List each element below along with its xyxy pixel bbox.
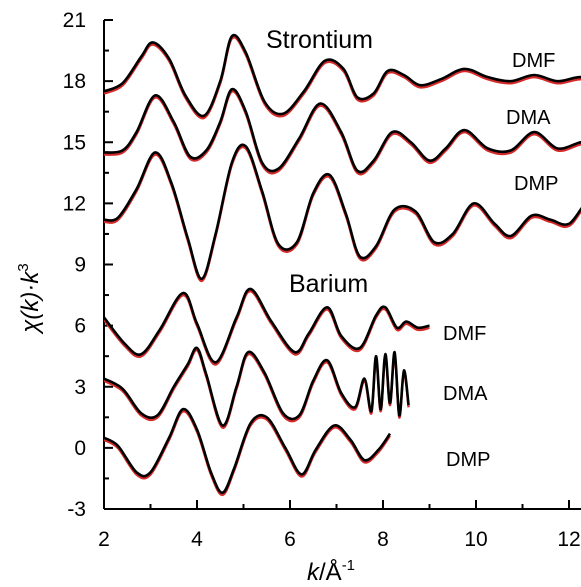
- series-layer: [104, 33, 581, 497]
- fit-line-barium-dmf: [104, 289, 430, 366]
- x-tick-label: 10: [464, 528, 487, 551]
- x-axis-label-unit: /Å: [319, 558, 342, 586]
- x-tick-label: 12: [557, 528, 580, 551]
- label-ba-dmp: DMP: [446, 449, 490, 471]
- y-axis-label-group: χ(k)·k3: [15, 263, 44, 334]
- y-tick-label: -3: [67, 498, 86, 521]
- fit-line-strontium-dmp: [104, 145, 581, 283]
- label-sr-dma: DMA: [506, 107, 551, 129]
- y-tick-label: 3: [74, 376, 86, 399]
- label-ba-dma: DMA: [443, 383, 488, 405]
- x-tick-label: 4: [191, 528, 203, 551]
- label-ba-dmf: DMF: [443, 323, 486, 345]
- x-axis-label: k/Å-1: [307, 557, 355, 586]
- label-sr-dmp: DMP: [514, 173, 558, 195]
- y-tick-label: 6: [74, 315, 86, 338]
- y-axis-label: χ(k)·k3: [15, 263, 44, 334]
- series-line-strontium-dmp: [104, 143, 581, 281]
- label-sr-dmf: DMF: [512, 50, 555, 72]
- fit-line-barium-dmp: [104, 410, 391, 497]
- y-tick-label: 21: [63, 9, 86, 32]
- y-axis-label-chi: χ: [17, 319, 44, 335]
- axis-ticks: [103, 19, 570, 510]
- y-axis-label-k: (k)·k: [17, 270, 44, 320]
- x-tick-label: 2: [98, 528, 110, 551]
- x-tick-label: 8: [377, 528, 389, 551]
- series-line-barium-dma: [104, 346, 410, 427]
- y-tick-label: 12: [63, 192, 86, 215]
- y-tick-label: 9: [74, 254, 86, 277]
- x-axis-label-sup: -1: [342, 557, 355, 574]
- y-tick-label: 15: [63, 131, 86, 154]
- x-tick-label: 6: [284, 528, 296, 551]
- x-axis-label-k: k: [307, 559, 321, 586]
- series-line-strontium-dma: [104, 87, 581, 174]
- series-line-barium-dmf: [104, 287, 430, 364]
- series-line-barium-dmp: [104, 407, 392, 494]
- y-tick-label: 18: [63, 70, 86, 93]
- series-line-strontium-dmf: [104, 33, 581, 118]
- y-axis-label-sup: 3: [15, 263, 32, 271]
- group-title-barium: Barium: [289, 270, 368, 298]
- tick-labels: 2 4 6 8 10 12 -3 0 3 6 9 12 15 18 21: [63, 9, 581, 551]
- y-tick-label: 0: [74, 437, 86, 460]
- group-title-strontium: Strontium: [266, 26, 373, 54]
